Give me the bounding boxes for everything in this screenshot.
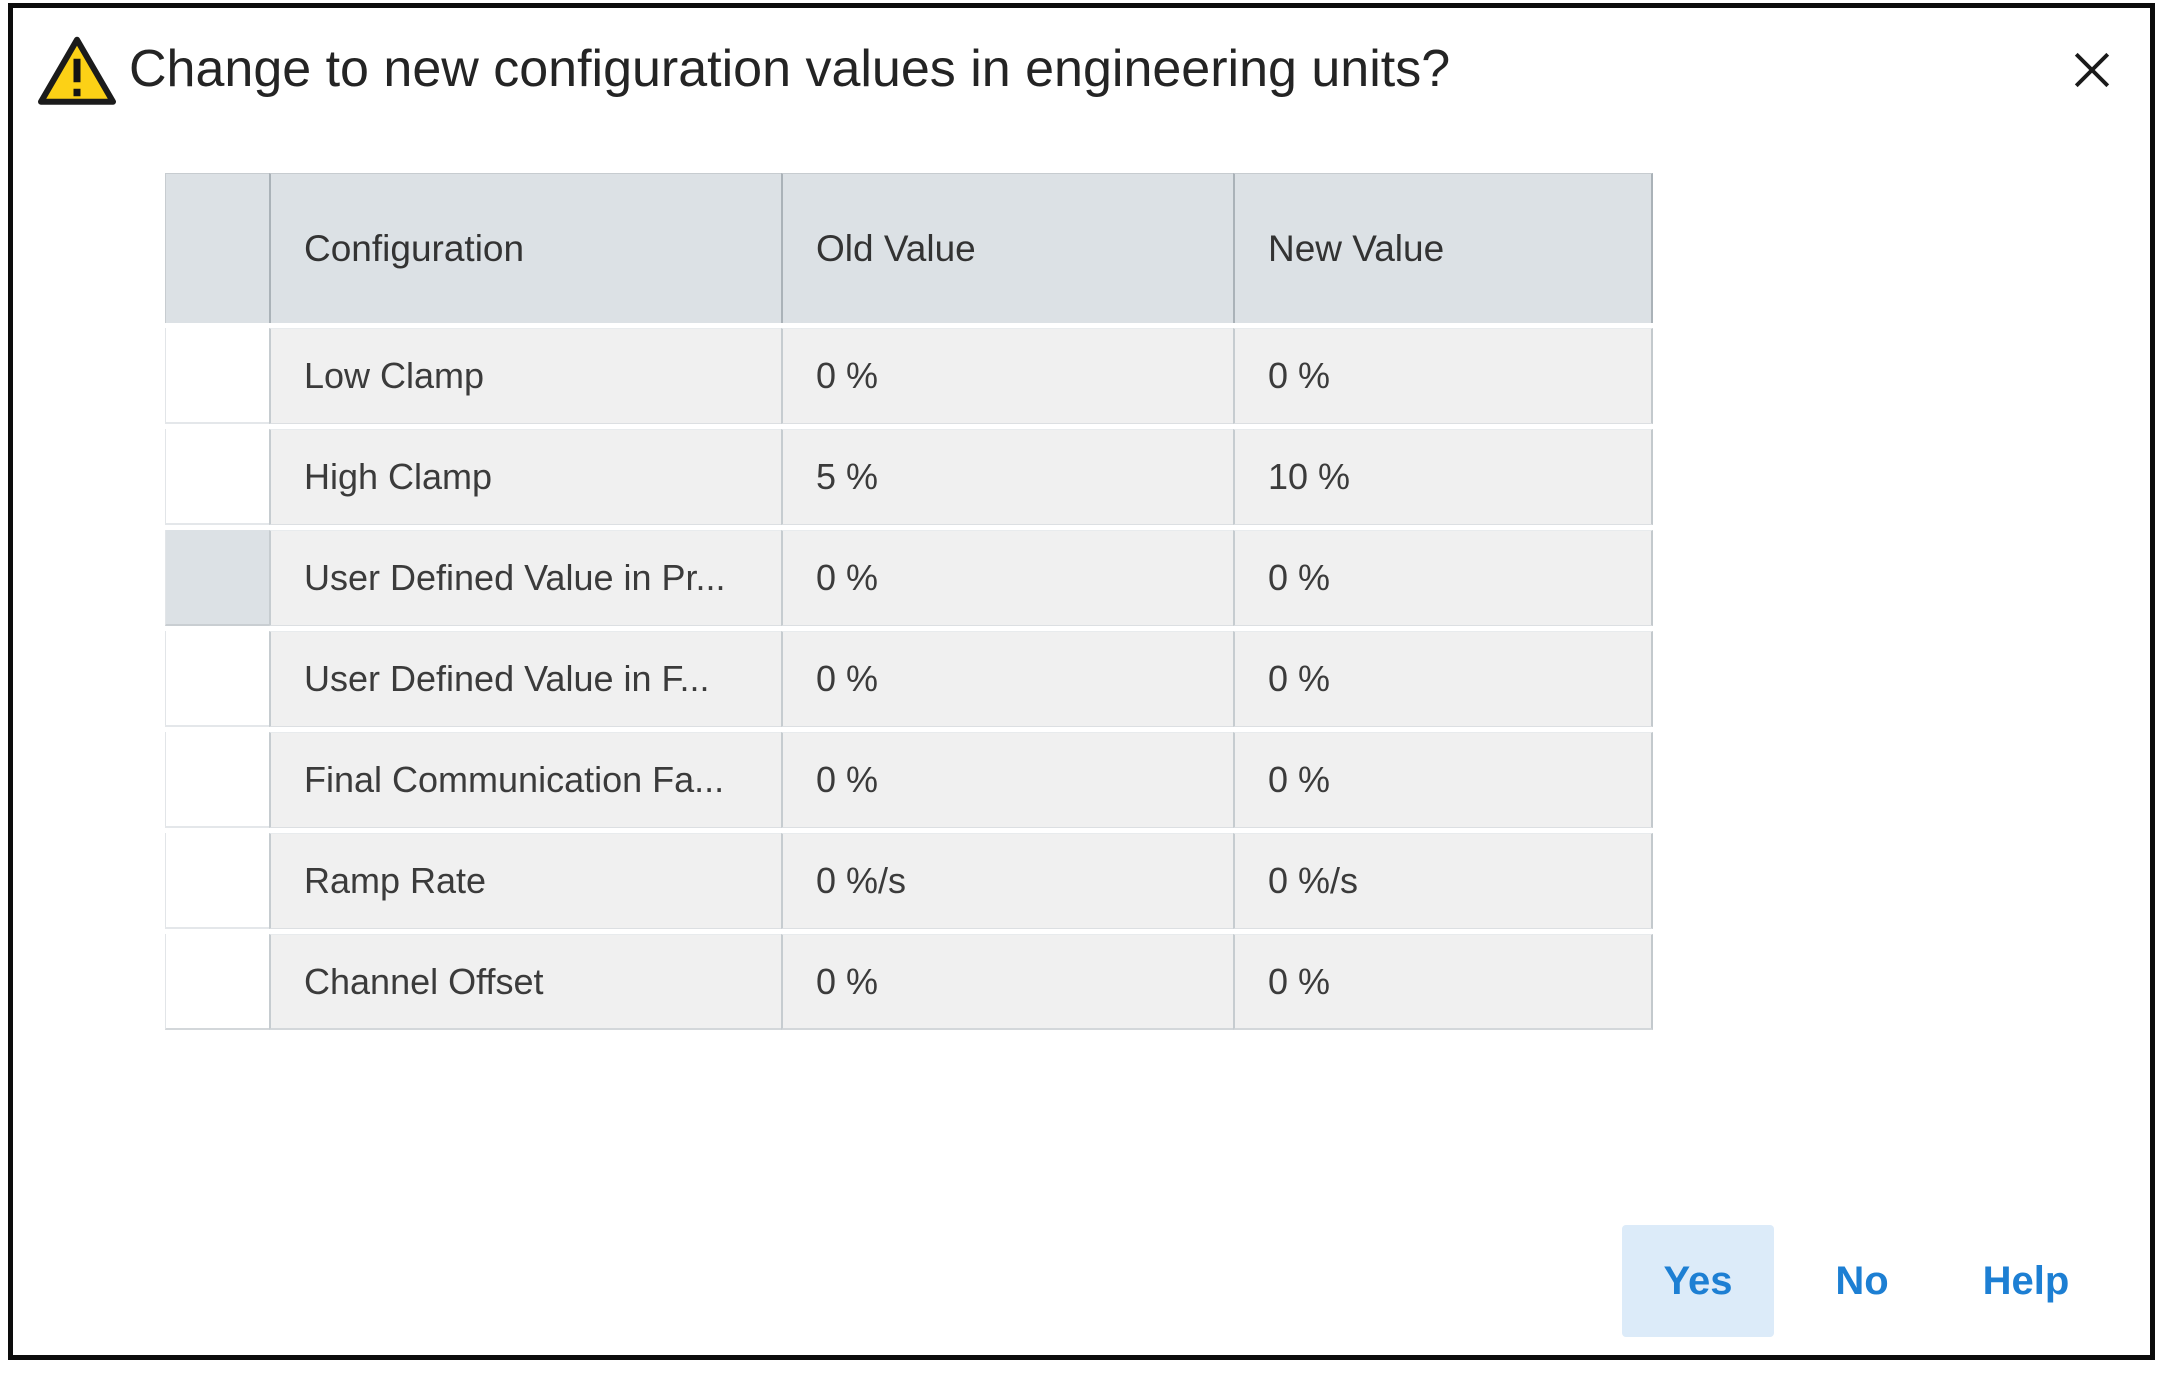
- row-marker-cell[interactable]: [165, 530, 269, 626]
- cell-configuration: User Defined Value in Pr...: [269, 530, 781, 626]
- cell-old-value: 5 %: [781, 429, 1233, 525]
- cell-old-value: 0 %: [781, 328, 1233, 424]
- table-row[interactable]: Low Clamp 0 % 0 %: [165, 328, 1653, 424]
- table-row[interactable]: User Defined Value in Pr... 0 % 0 %: [165, 530, 1653, 626]
- table-header-row: Configuration Old Value New Value: [165, 173, 1653, 323]
- dialog-title: Change to new configuration values in en…: [129, 40, 1451, 98]
- row-marker-header-cell: [165, 173, 269, 323]
- table-row[interactable]: User Defined Value in F... 0 % 0 %: [165, 631, 1653, 727]
- table-row[interactable]: Ramp Rate 0 %/s 0 %/s: [165, 833, 1653, 929]
- cell-new-value: 0 %: [1233, 530, 1653, 626]
- row-marker-cell[interactable]: [165, 934, 269, 1030]
- cell-old-value: 0 %: [781, 732, 1233, 828]
- confirmation-dialog: Change to new configuration values in en…: [8, 3, 2155, 1360]
- configuration-table-container: Configuration Old Value New Value Low Cl…: [165, 168, 1653, 1035]
- cell-new-value: 10 %: [1233, 429, 1653, 525]
- cell-old-value: 0 %: [781, 934, 1233, 1030]
- no-button[interactable]: No: [1835, 1258, 1889, 1303]
- cell-new-value: 0 %: [1233, 934, 1653, 1030]
- cell-configuration: Ramp Rate: [269, 833, 781, 929]
- column-header-new-value: New Value: [1233, 173, 1653, 323]
- dialog-footer: Yes No Help: [1622, 1225, 2102, 1337]
- cell-configuration: User Defined Value in F...: [269, 631, 781, 727]
- cell-old-value: 0 %: [781, 530, 1233, 626]
- dialog-header: Change to new configuration values in en…: [37, 30, 2124, 108]
- yes-button[interactable]: Yes: [1622, 1225, 1774, 1337]
- table-row[interactable]: Final Communication Fa... 0 % 0 %: [165, 732, 1653, 828]
- close-icon: [2074, 52, 2110, 88]
- cell-configuration: Channel Offset: [269, 934, 781, 1030]
- cell-configuration: Low Clamp: [269, 328, 781, 424]
- row-marker-cell[interactable]: [165, 732, 269, 828]
- configuration-table: Configuration Old Value New Value Low Cl…: [165, 168, 1653, 1035]
- table-row[interactable]: Channel Offset 0 % 0 %: [165, 934, 1653, 1030]
- column-header-old-value: Old Value: [781, 173, 1233, 323]
- cell-new-value: 0 %: [1233, 631, 1653, 727]
- cell-old-value: 0 %: [781, 631, 1233, 727]
- row-marker-cell[interactable]: [165, 328, 269, 424]
- close-button[interactable]: [2060, 38, 2124, 102]
- row-marker-cell[interactable]: [165, 833, 269, 929]
- cell-configuration: High Clamp: [269, 429, 781, 525]
- warning-triangle-icon: [38, 36, 116, 105]
- cell-new-value: 0 %: [1233, 328, 1653, 424]
- table-row[interactable]: High Clamp 5 % 10 %: [165, 429, 1653, 525]
- cell-new-value: 0 %/s: [1233, 833, 1653, 929]
- cell-old-value: 0 %/s: [781, 833, 1233, 929]
- row-marker-cell[interactable]: [165, 429, 269, 525]
- table-body: Low Clamp 0 % 0 % High Clamp 5 % 10 % Us…: [165, 328, 1653, 1030]
- row-marker-cell[interactable]: [165, 631, 269, 727]
- column-header-configuration: Configuration: [269, 173, 781, 323]
- help-button[interactable]: Help: [1982, 1258, 2070, 1303]
- cell-configuration: Final Communication Fa...: [269, 732, 781, 828]
- cell-new-value: 0 %: [1233, 732, 1653, 828]
